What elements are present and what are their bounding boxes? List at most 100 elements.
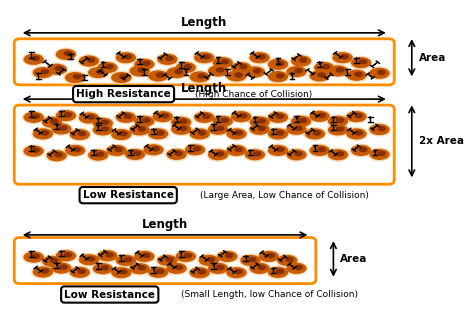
Ellipse shape (326, 148, 350, 162)
Ellipse shape (286, 124, 307, 135)
Ellipse shape (359, 147, 367, 152)
Ellipse shape (193, 146, 201, 152)
FancyBboxPatch shape (14, 39, 394, 85)
Ellipse shape (64, 252, 73, 258)
Ellipse shape (294, 126, 303, 131)
Ellipse shape (100, 120, 109, 125)
Text: (Large Area, Low Chance of Collision): (Large Area, Low Chance of Collision) (200, 191, 369, 200)
Ellipse shape (50, 258, 58, 263)
Ellipse shape (142, 60, 151, 66)
Ellipse shape (97, 250, 118, 261)
Ellipse shape (328, 149, 348, 160)
Ellipse shape (55, 47, 78, 61)
Ellipse shape (207, 148, 230, 162)
Ellipse shape (266, 57, 290, 71)
Ellipse shape (266, 110, 290, 124)
Ellipse shape (369, 124, 390, 135)
Ellipse shape (40, 115, 64, 129)
Text: High Resistance: High Resistance (76, 89, 171, 99)
Ellipse shape (211, 56, 235, 69)
Ellipse shape (129, 65, 150, 76)
Ellipse shape (212, 116, 233, 127)
Ellipse shape (190, 71, 210, 82)
Ellipse shape (216, 151, 225, 157)
Ellipse shape (248, 262, 271, 275)
Ellipse shape (125, 149, 145, 160)
Ellipse shape (134, 59, 155, 70)
Ellipse shape (377, 126, 386, 131)
Ellipse shape (111, 267, 131, 278)
Ellipse shape (377, 69, 386, 75)
Ellipse shape (105, 252, 114, 258)
Ellipse shape (303, 127, 327, 141)
Ellipse shape (194, 112, 214, 123)
Ellipse shape (174, 69, 183, 74)
Ellipse shape (266, 253, 275, 258)
Ellipse shape (114, 254, 137, 267)
Ellipse shape (56, 250, 76, 261)
Ellipse shape (286, 66, 307, 77)
Ellipse shape (146, 266, 170, 279)
Ellipse shape (207, 257, 215, 262)
Ellipse shape (220, 59, 229, 64)
Ellipse shape (109, 70, 133, 85)
Ellipse shape (197, 130, 206, 136)
Ellipse shape (310, 145, 330, 156)
Ellipse shape (248, 51, 271, 65)
Ellipse shape (93, 124, 113, 136)
Ellipse shape (276, 147, 284, 152)
Ellipse shape (259, 251, 279, 262)
Ellipse shape (24, 252, 44, 263)
Ellipse shape (31, 147, 40, 153)
Ellipse shape (225, 144, 248, 157)
Ellipse shape (199, 255, 219, 266)
Ellipse shape (124, 257, 132, 262)
Ellipse shape (245, 66, 265, 77)
Ellipse shape (65, 72, 85, 83)
Ellipse shape (165, 262, 188, 275)
Ellipse shape (268, 128, 288, 139)
Ellipse shape (111, 129, 131, 140)
Ellipse shape (50, 261, 73, 275)
Ellipse shape (239, 64, 247, 69)
Ellipse shape (317, 147, 326, 152)
Ellipse shape (312, 61, 336, 74)
Ellipse shape (331, 51, 354, 65)
Ellipse shape (128, 262, 151, 276)
Ellipse shape (156, 72, 164, 78)
Ellipse shape (253, 151, 261, 157)
Ellipse shape (192, 110, 216, 124)
Ellipse shape (79, 55, 99, 66)
Ellipse shape (336, 118, 344, 123)
Ellipse shape (268, 267, 288, 278)
Ellipse shape (326, 114, 350, 128)
Ellipse shape (137, 67, 146, 73)
Ellipse shape (326, 64, 350, 78)
Ellipse shape (161, 113, 169, 119)
Ellipse shape (290, 114, 313, 128)
Text: Length: Length (181, 16, 228, 28)
Ellipse shape (79, 254, 99, 265)
Ellipse shape (50, 119, 58, 124)
Ellipse shape (31, 127, 55, 141)
Ellipse shape (208, 124, 228, 135)
Text: (Small Length, low Chance of Collision): (Small Length, low Chance of Collision) (181, 290, 358, 299)
Ellipse shape (22, 144, 46, 158)
Ellipse shape (31, 114, 40, 119)
Ellipse shape (65, 145, 85, 156)
Ellipse shape (119, 269, 128, 275)
Ellipse shape (286, 263, 307, 274)
Text: Low Resistance: Low Resistance (82, 190, 173, 200)
Ellipse shape (286, 149, 307, 160)
Ellipse shape (119, 131, 128, 136)
Ellipse shape (231, 111, 251, 122)
Ellipse shape (225, 127, 248, 141)
Ellipse shape (276, 269, 284, 274)
Ellipse shape (73, 74, 82, 79)
Ellipse shape (171, 117, 191, 128)
Ellipse shape (322, 64, 330, 69)
Ellipse shape (346, 111, 366, 122)
Ellipse shape (109, 266, 133, 280)
Ellipse shape (116, 52, 136, 63)
Ellipse shape (116, 112, 136, 123)
